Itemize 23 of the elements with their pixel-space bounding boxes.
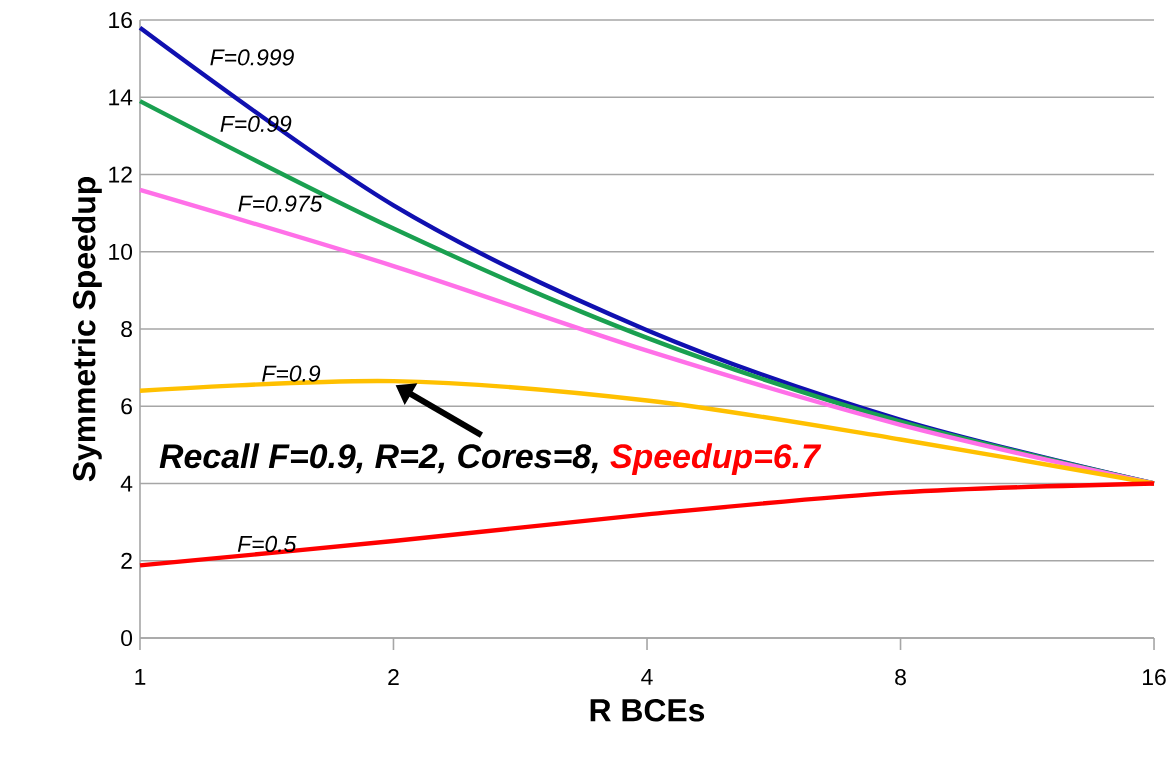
series-label: F=0.9 bbox=[262, 365, 321, 382]
y-axis-title: Symmetric Speedup bbox=[72, 177, 102, 482]
y-tick-label: 6 bbox=[121, 398, 132, 415]
x-tick-label: 8 bbox=[895, 669, 906, 686]
x-tick-label: 1 bbox=[135, 669, 146, 685]
annotation: Speedup=6.7 bbox=[610, 443, 822, 475]
y-tick-label: 14 bbox=[109, 89, 133, 106]
y-tick-label: 12 bbox=[109, 166, 132, 183]
series-label: F=0.975 bbox=[238, 195, 323, 212]
x-axis-title: R BCEs bbox=[590, 698, 705, 722]
annotation: Recall F=0.9, R=2, Cores=8, bbox=[159, 443, 598, 474]
x-tick-label: 16 bbox=[1143, 669, 1166, 686]
y-tick-label: 4 bbox=[120, 475, 133, 492]
y-tick-label: 2 bbox=[121, 552, 132, 569]
line-series bbox=[137, 481, 1157, 568]
y-tick-label: 0 bbox=[121, 629, 133, 647]
series-label: F=0.999 bbox=[210, 49, 294, 66]
x-tick-label: 4 bbox=[641, 669, 653, 685]
y-tick-label: 16 bbox=[109, 11, 132, 29]
y-tick-label: 10 bbox=[109, 243, 133, 260]
series-label: F=0.5 bbox=[237, 535, 297, 553]
x-tick-label: 2 bbox=[388, 669, 399, 686]
y-tick-label: 8 bbox=[121, 320, 132, 338]
